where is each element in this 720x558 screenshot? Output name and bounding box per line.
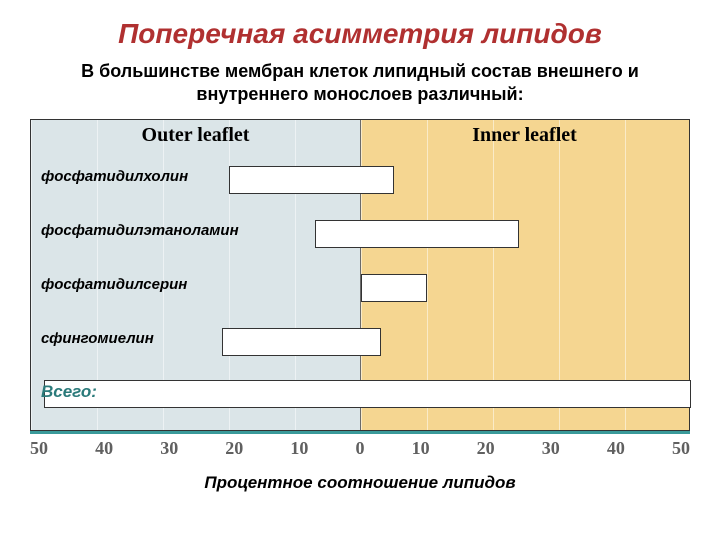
lipid-label: фосфатидилхолин (41, 168, 188, 185)
axis-tick: 50 (672, 438, 690, 459)
lipid-bar (315, 220, 520, 248)
lipid-label: сфингомиелин (41, 330, 154, 347)
axis-tick: 30 (542, 438, 560, 459)
lipid-label: фосфатидилэтаноламин (41, 222, 239, 239)
lipid-bar (229, 166, 394, 194)
axis-tick: 40 (607, 438, 625, 459)
chart-body: Outer leaflet Inner leaflet фосфатидилхо… (31, 120, 689, 430)
gridline (31, 120, 32, 430)
axis-tick: 20 (225, 438, 243, 459)
page-title: Поперечная асимметрия липидов (0, 18, 720, 50)
axis-tick: 30 (160, 438, 178, 459)
lipid-bar (222, 328, 380, 356)
lipid-label: фосфатидилсерин (41, 276, 187, 293)
gridline (691, 120, 692, 430)
axis-tick: 10 (290, 438, 308, 459)
axis-tick: 0 (355, 438, 364, 459)
axis-tick: 20 (477, 438, 495, 459)
total-label: Всего: (41, 382, 97, 402)
chart-area: Outer leaflet Inner leaflet фосфатидилхо… (30, 119, 690, 431)
lipid-bar (361, 274, 427, 302)
axis-tick: 10 (412, 438, 430, 459)
chart-header: Outer leaflet Inner leaflet (31, 124, 689, 147)
axis-tick: 40 (95, 438, 113, 459)
subtitle: В большинстве мембран клеток липидный со… (0, 60, 720, 107)
total-bar (44, 380, 691, 408)
inner-leaflet-header: Inner leaflet (360, 124, 689, 147)
outer-leaflet-header: Outer leaflet (31, 124, 360, 147)
axis-tick: 50 (30, 438, 48, 459)
x-axis: 50 40 30 20 10 0 10 20 30 40 50 (30, 434, 690, 459)
x-axis-label: Процентное соотношение липидов (0, 473, 720, 493)
